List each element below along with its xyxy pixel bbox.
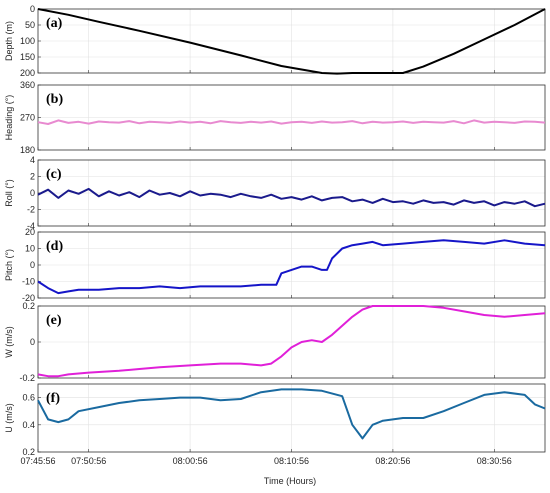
- x-tick-label: 07:45:56: [20, 456, 55, 466]
- y-axis-label: W (m/s): [4, 326, 14, 358]
- y-tick-label: 50: [25, 20, 35, 30]
- panel-tag: (f): [46, 391, 60, 406]
- x-tick-label: 07:50:56: [71, 456, 106, 466]
- y-tick-label: 360: [20, 80, 35, 90]
- y-tick-label: 2: [30, 172, 35, 182]
- x-tick-label: 08:00:56: [173, 456, 208, 466]
- y-tick-label: 0: [30, 188, 35, 198]
- panel-tag: (a): [46, 16, 63, 31]
- series-line: [37, 388, 546, 440]
- panel-2: 180 270 360 Heading (°) (b): [4, 80, 546, 155]
- series-line: [37, 187, 546, 208]
- series-line: [37, 239, 546, 295]
- y-tick-label: 0.2: [22, 447, 35, 457]
- x-axis-label: Time (Hours): [264, 476, 316, 486]
- y-tick-label: 180: [20, 145, 35, 155]
- y-tick-label: -4: [27, 221, 35, 231]
- panel-tag: (c): [46, 167, 62, 182]
- panel-tag: (e): [46, 313, 62, 328]
- y-tick-label: -10: [22, 277, 35, 287]
- panel-4: -20 -10 0 10 20 Pitch (°) (d): [4, 227, 546, 303]
- y-tick-label: 200: [20, 68, 35, 78]
- y-tick-label: 0: [30, 4, 35, 14]
- y-axis-label: Roll (°): [4, 179, 14, 207]
- y-tick-label: -2: [27, 205, 35, 215]
- y-tick-label: 20: [25, 227, 35, 237]
- y-tick-label: 0.6: [22, 393, 35, 403]
- y-tick-label: -0.2: [19, 373, 35, 383]
- x-tick-label: 08:10:56: [274, 456, 309, 466]
- series-line: [37, 305, 546, 378]
- y-axis-label: Depth (m): [4, 21, 14, 61]
- y-tick-label: -20: [22, 293, 35, 303]
- x-tick-label: 08:20:56: [375, 456, 410, 466]
- y-tick-label: 100: [20, 36, 35, 46]
- panel-3: -4 -2 0 2 4 Roll (°) (c): [4, 155, 546, 231]
- y-tick-label: 270: [20, 113, 35, 123]
- y-tick-label: 150: [20, 52, 35, 62]
- panel-5: -0.2 0 0.2 W (m/s) (e): [4, 301, 546, 383]
- y-tick-label: 10: [25, 244, 35, 254]
- y-tick-label: 4: [30, 155, 35, 165]
- y-tick-label: 0: [30, 337, 35, 347]
- y-axis-label: Heading (°): [4, 95, 14, 141]
- y-axis-label: U (m/s): [4, 403, 14, 433]
- panel-tag: (b): [46, 92, 63, 107]
- series-line: [37, 8, 546, 75]
- panel-tag: (d): [46, 239, 63, 254]
- panel-6: 0.2 0.4 0.6 U (m/s) (f): [4, 383, 546, 457]
- y-tick-label: 0.2: [22, 301, 35, 311]
- series-line: [37, 119, 546, 125]
- y-axis-label: Pitch (°): [4, 249, 14, 281]
- panel-1: 0 50 100 150 200 Depth (m) (a): [4, 4, 546, 78]
- y-tick-label: 0: [30, 260, 35, 270]
- y-tick-label: 0.4: [22, 420, 35, 430]
- x-tick-label: 08:30:56: [477, 456, 512, 466]
